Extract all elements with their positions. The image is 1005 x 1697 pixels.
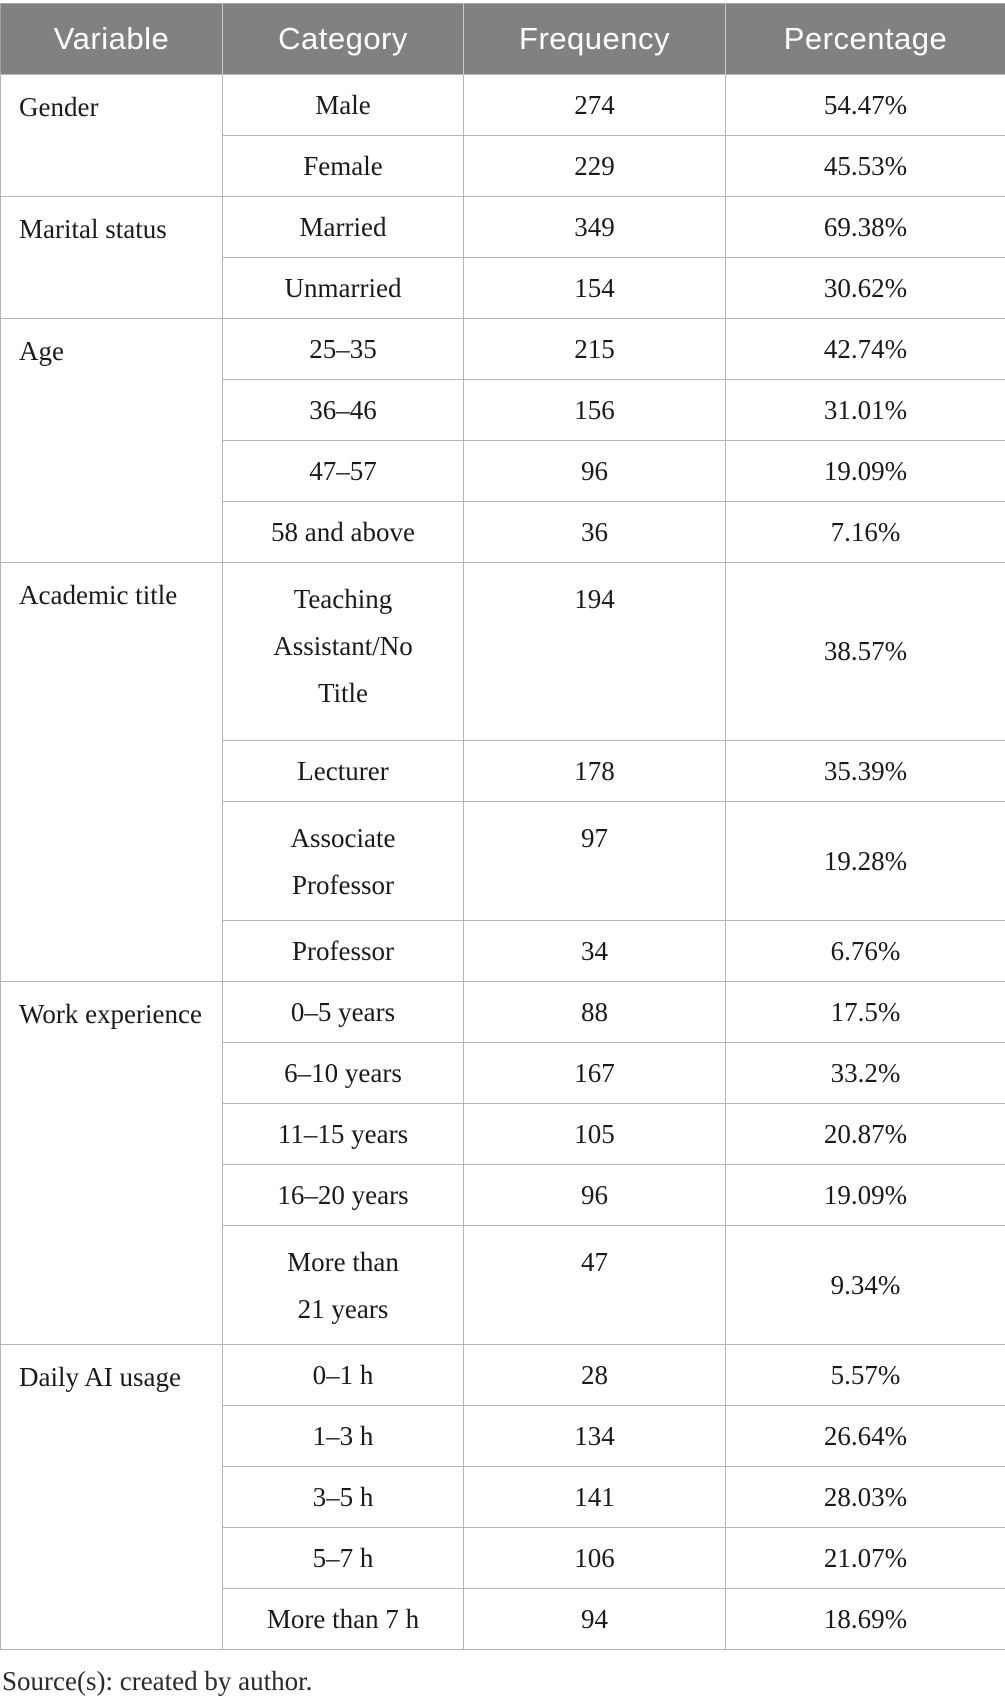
percentage-cell: 21.07% [726, 1528, 1005, 1589]
frequency-cell: 349 [464, 197, 726, 258]
frequency-cell: 134 [464, 1406, 726, 1467]
category-cell: 36–46 [223, 380, 464, 441]
frequency-cell: 97 [464, 802, 726, 921]
category-cell: Male [223, 75, 464, 136]
category-cell: 58 and above [223, 502, 464, 563]
percentage-cell: 28.03% [726, 1467, 1005, 1528]
frequency-cell: 141 [464, 1467, 726, 1528]
percentage-cell: 31.01% [726, 380, 1005, 441]
category-cell: Lecturer [223, 741, 464, 802]
variable-cell: Marital status [1, 197, 223, 319]
variable-cell: Daily AI usage [1, 1345, 223, 1650]
frequency-cell: 154 [464, 258, 726, 319]
frequency-cell: 229 [464, 136, 726, 197]
category-cell: 6–10 years [223, 1043, 464, 1104]
variable-cell: Academic title [1, 563, 223, 982]
percentage-cell: 45.53% [726, 136, 1005, 197]
frequency-cell: 194 [464, 563, 726, 741]
category-cell: 1–3 h [223, 1406, 464, 1467]
percentage-cell: 42.74% [726, 319, 1005, 380]
percentage-cell: 26.64% [726, 1406, 1005, 1467]
frequency-cell: 106 [464, 1528, 726, 1589]
frequency-cell: 105 [464, 1104, 726, 1165]
frequency-cell: 215 [464, 319, 726, 380]
percentage-cell: 33.2% [726, 1043, 1005, 1104]
percentage-cell: 35.39% [726, 741, 1005, 802]
frequency-cell: 94 [464, 1589, 726, 1650]
percentage-cell: 69.38% [726, 197, 1005, 258]
category-cell: Unmarried [223, 258, 464, 319]
col-header-frequency: Frequency [464, 4, 726, 75]
frequency-cell: 88 [464, 982, 726, 1043]
col-header-category: Category [223, 4, 464, 75]
col-header-percentage: Percentage [726, 4, 1005, 75]
frequency-cell: 96 [464, 441, 726, 502]
category-cell: 5–7 h [223, 1528, 464, 1589]
category-cell: 3–5 h [223, 1467, 464, 1528]
frequency-cell: 167 [464, 1043, 726, 1104]
category-cell: 47–57 [223, 441, 464, 502]
category-cell: 16–20 years [223, 1165, 464, 1226]
frequency-cell: 178 [464, 741, 726, 802]
frequency-cell: 156 [464, 380, 726, 441]
percentage-cell: 54.47% [726, 75, 1005, 136]
percentage-cell: 19.28% [726, 802, 1005, 921]
percentage-cell: 20.87% [726, 1104, 1005, 1165]
category-cell: 0–5 years [223, 982, 464, 1043]
demographics-table: Variable Category Frequency Percentage G… [0, 3, 1005, 1650]
category-cell: Female [223, 136, 464, 197]
category-cell: Professor [223, 921, 464, 982]
frequency-cell: 96 [464, 1165, 726, 1226]
frequency-cell: 47 [464, 1226, 726, 1345]
variable-cell: Work experience [1, 982, 223, 1345]
percentage-cell: 5.57% [726, 1345, 1005, 1406]
percentage-cell: 9.34% [726, 1226, 1005, 1345]
table-header: Variable Category Frequency Percentage [1, 4, 1005, 75]
col-header-variable: Variable [1, 4, 223, 75]
percentage-cell: 6.76% [726, 921, 1005, 982]
percentage-cell: 38.57% [726, 563, 1005, 741]
category-cell: 25–35 [223, 319, 464, 380]
frequency-cell: 34 [464, 921, 726, 982]
header-row: Variable Category Frequency Percentage [1, 4, 1005, 75]
variable-cell: Gender [1, 75, 223, 197]
frequency-cell: 36 [464, 502, 726, 563]
percentage-cell: 30.62% [726, 258, 1005, 319]
percentage-cell: 18.69% [726, 1589, 1005, 1650]
category-cell: More than 7 h [223, 1589, 464, 1650]
percentage-cell: 7.16% [726, 502, 1005, 563]
percentage-cell: 19.09% [726, 441, 1005, 502]
category-cell: Married [223, 197, 464, 258]
percentage-cell: 17.5% [726, 982, 1005, 1043]
percentage-cell: 19.09% [726, 1165, 1005, 1226]
frequency-cell: 28 [464, 1345, 726, 1406]
category-cell: 0–1 h [223, 1345, 464, 1406]
variable-cell: Age [1, 319, 223, 563]
source-note: Source(s): created by author. [2, 1666, 1005, 1697]
category-cell: 11–15 years [223, 1104, 464, 1165]
frequency-cell: 274 [464, 75, 726, 136]
